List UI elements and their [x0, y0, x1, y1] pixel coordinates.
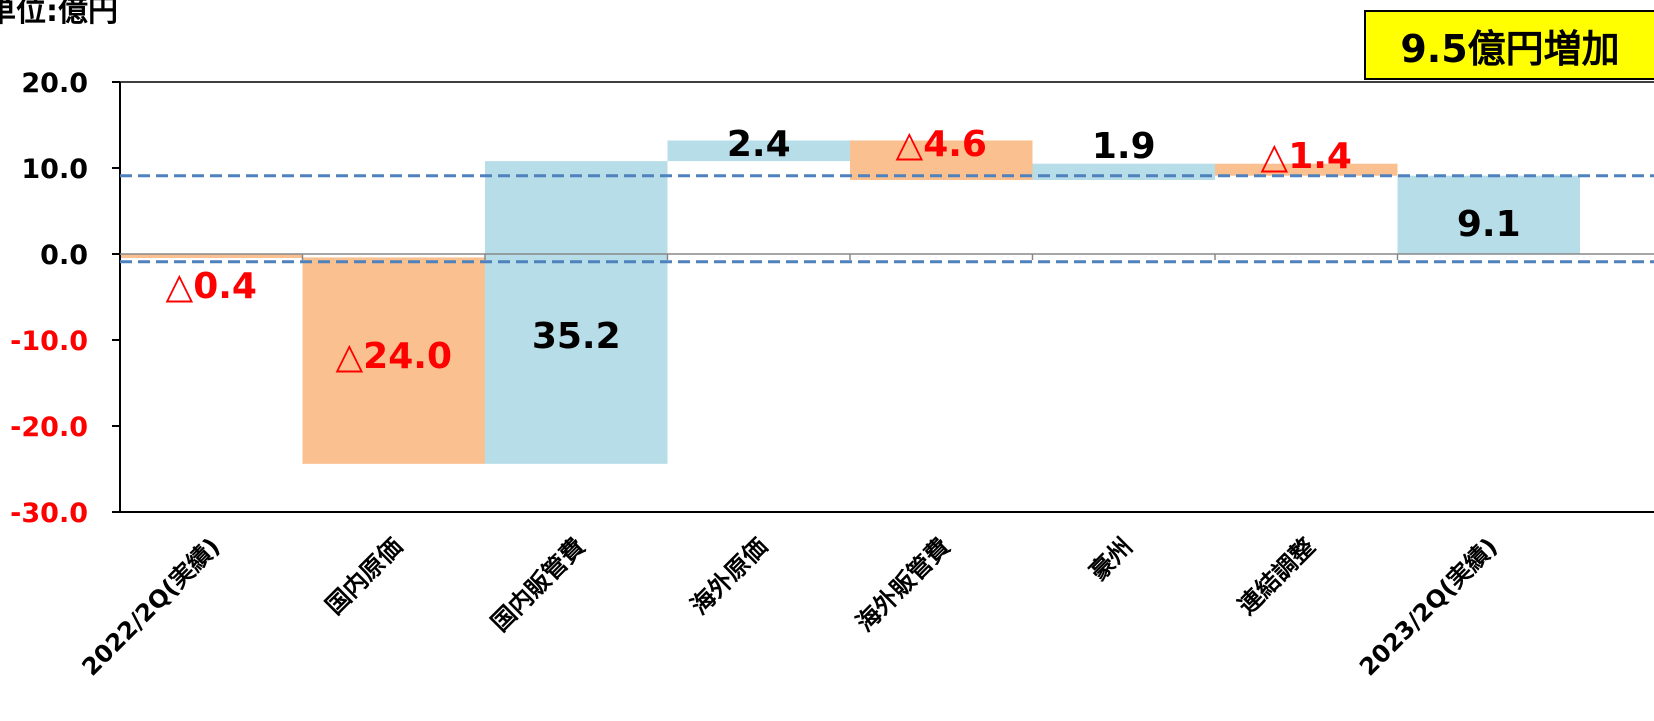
category-label-1: 国内原価 — [320, 532, 408, 620]
category-label-3: 海外原価 — [685, 532, 773, 620]
y-tick-label-2: 0.0 — [40, 240, 88, 271]
bar-7 — [1397, 175, 1580, 254]
data-label-6: △1.4 — [1261, 136, 1352, 177]
category-label-7: 2023/2Q(実績) — [1354, 532, 1503, 681]
y-tick-label-1: 10.0 — [21, 154, 88, 185]
y-tick-label-4: -20.0 — [10, 412, 88, 443]
unit-label: 単位:億円 — [0, 0, 118, 29]
data-label-3: 2.4 — [727, 124, 791, 165]
y-tick-label-0: 20.0 — [21, 68, 88, 99]
data-label-2: 35.2 — [532, 316, 621, 357]
bar-6 — [1215, 163, 1398, 176]
data-label-0: △0.4 — [166, 266, 257, 307]
y-tick-label-3: -10.0 — [10, 326, 88, 357]
bar-1 — [302, 257, 485, 464]
bar-2 — [485, 161, 668, 464]
category-label-2: 国内販管費 — [486, 532, 591, 637]
y-tick-label-5: -30.0 — [10, 498, 88, 529]
category-label-4: 海外販管費 — [851, 532, 956, 637]
data-label-1: △24.0 — [335, 336, 452, 377]
category-label-5: 豪州 — [1084, 532, 1138, 586]
bar-4 — [850, 140, 1033, 181]
bar-0 — [120, 254, 303, 258]
category-label-0: 2022/2Q(実績) — [77, 532, 226, 681]
data-label-5: 1.9 — [1092, 126, 1156, 167]
bar-3 — [667, 140, 850, 162]
total-change-callout: 9.5億円増加 — [1364, 10, 1654, 80]
category-label-6: 連結調整 — [1233, 532, 1321, 620]
data-label-7: 9.1 — [1457, 204, 1521, 245]
data-label-4: △4.6 — [896, 124, 987, 165]
